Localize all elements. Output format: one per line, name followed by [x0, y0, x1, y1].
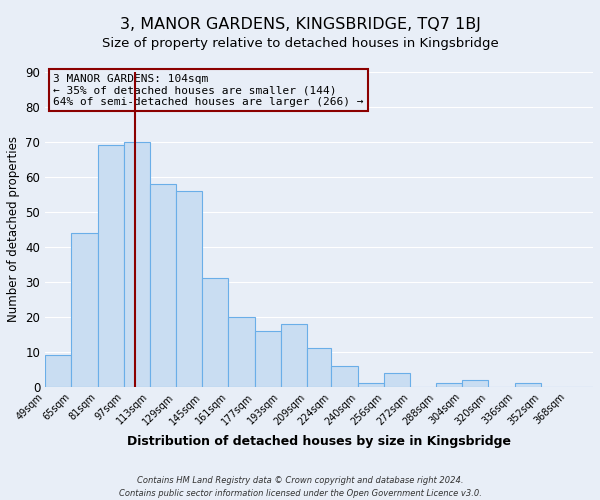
- Text: 3 MANOR GARDENS: 104sqm
← 35% of detached houses are smaller (144)
64% of semi-d: 3 MANOR GARDENS: 104sqm ← 35% of detache…: [53, 74, 364, 106]
- Bar: [358, 384, 384, 387]
- Bar: [384, 373, 410, 387]
- Bar: [331, 366, 358, 387]
- Bar: [202, 278, 229, 387]
- Bar: [71, 233, 98, 387]
- Text: 3, MANOR GARDENS, KINGSBRIDGE, TQ7 1BJ: 3, MANOR GARDENS, KINGSBRIDGE, TQ7 1BJ: [119, 18, 481, 32]
- Bar: [176, 191, 202, 387]
- Bar: [229, 317, 254, 387]
- Bar: [124, 142, 150, 387]
- Bar: [281, 324, 307, 387]
- Bar: [515, 384, 541, 387]
- Bar: [254, 331, 281, 387]
- X-axis label: Distribution of detached houses by size in Kingsbridge: Distribution of detached houses by size …: [127, 435, 511, 448]
- Bar: [45, 356, 71, 387]
- Text: Contains HM Land Registry data © Crown copyright and database right 2024.
Contai: Contains HM Land Registry data © Crown c…: [119, 476, 481, 498]
- Bar: [150, 184, 176, 387]
- Y-axis label: Number of detached properties: Number of detached properties: [7, 136, 20, 322]
- Bar: [98, 146, 124, 387]
- Bar: [436, 384, 462, 387]
- Bar: [307, 348, 331, 387]
- Bar: [462, 380, 488, 387]
- Text: Size of property relative to detached houses in Kingsbridge: Size of property relative to detached ho…: [101, 38, 499, 51]
